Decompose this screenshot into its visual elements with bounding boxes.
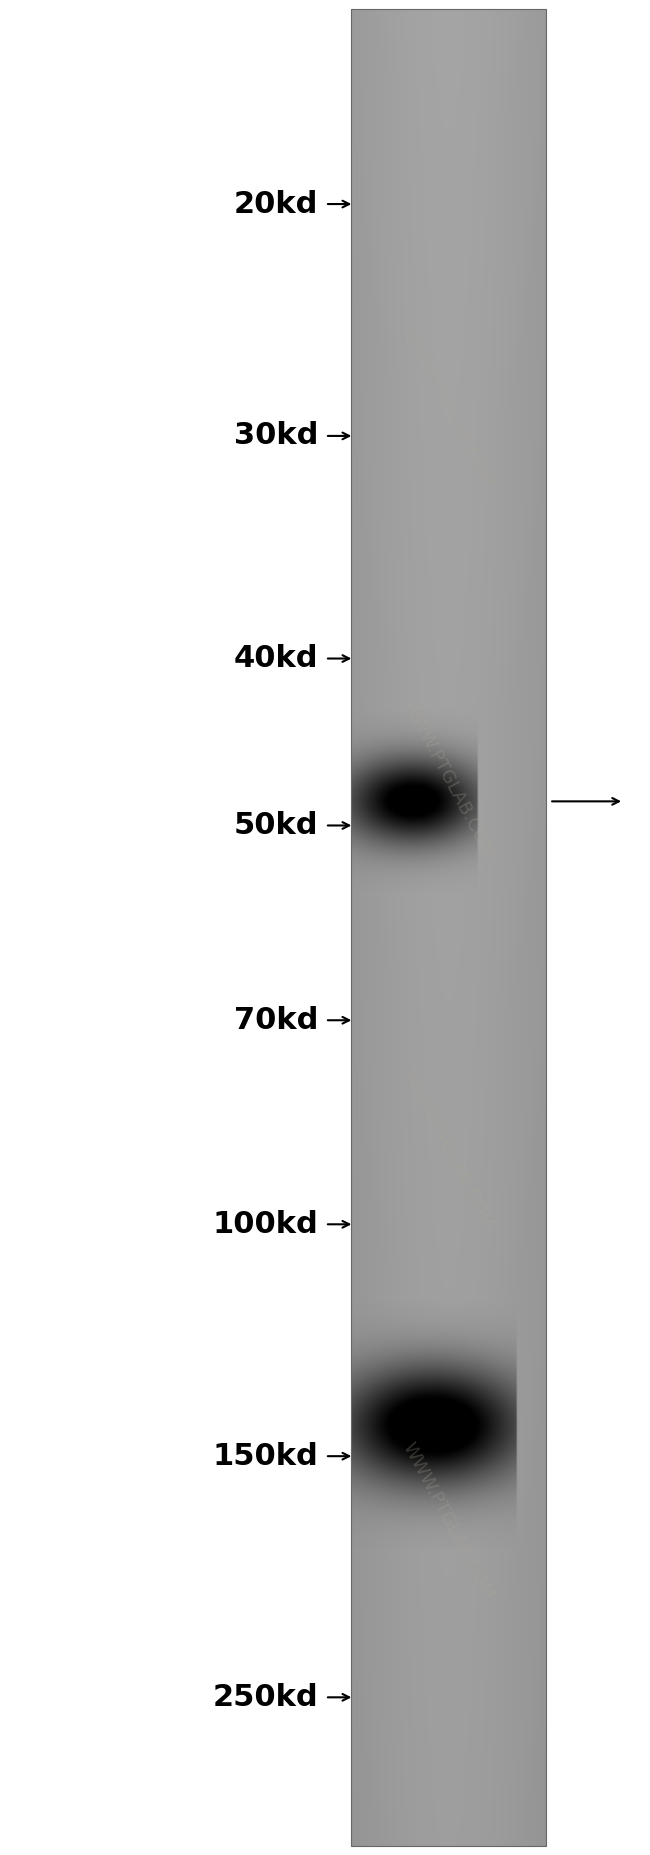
Text: 50kd: 50kd	[234, 811, 318, 840]
Text: 250kd: 250kd	[213, 1682, 318, 1712]
Text: 40kd: 40kd	[234, 644, 318, 673]
Text: WWW.PTGLAB.COM: WWW.PTGLAB.COM	[399, 697, 498, 861]
Text: 100kd: 100kd	[213, 1209, 318, 1239]
Text: 150kd: 150kd	[213, 1441, 318, 1471]
Text: 30kd: 30kd	[234, 421, 318, 451]
Text: WWW.PTGLAB.COM: WWW.PTGLAB.COM	[399, 1068, 498, 1232]
Bar	[351, 9, 546, 1846]
Text: WWW.PTGLAB.COM: WWW.PTGLAB.COM	[399, 326, 498, 490]
Text: 20kd: 20kd	[234, 189, 318, 219]
Text: WWW.PTGLAB.COM: WWW.PTGLAB.COM	[399, 1439, 498, 1603]
Text: 70kd: 70kd	[234, 1005, 318, 1035]
